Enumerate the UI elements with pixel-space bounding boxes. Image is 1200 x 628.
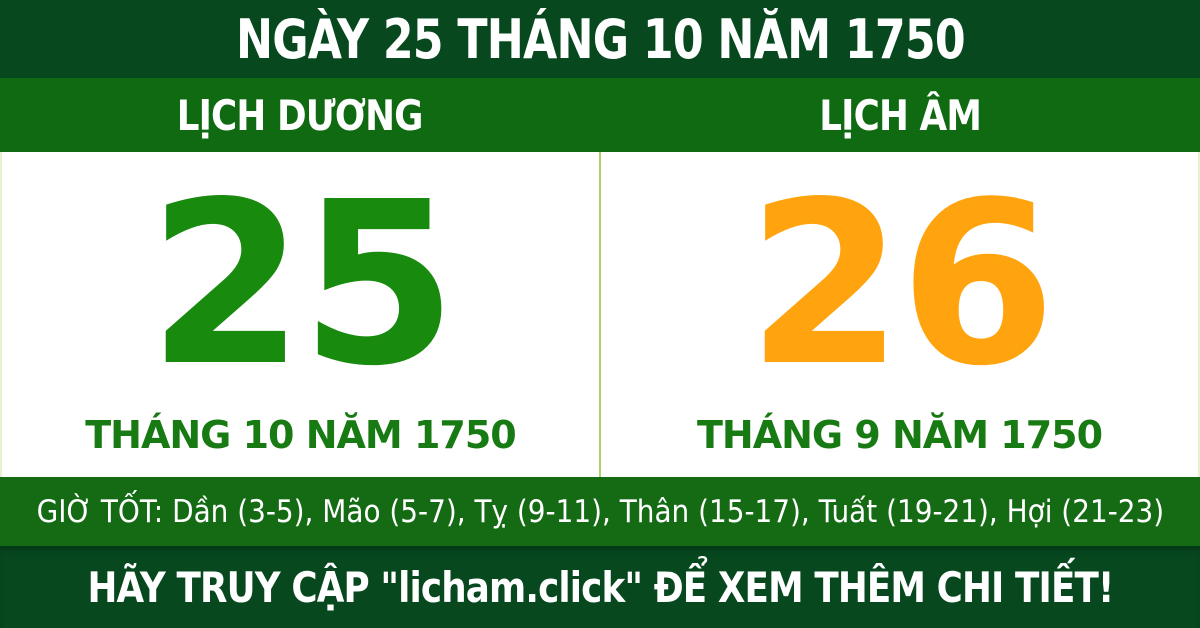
solar-day-number: 25 — [147, 154, 457, 416]
solar-heading-cell: LỊCH DƯƠNG — [0, 78, 600, 152]
page-title: NGÀY 25 THÁNG 10 NĂM 1750 — [235, 7, 966, 71]
calendar-body: 25 THÁNG 10 NĂM 1750 26 THÁNG 9 NĂM 1750 — [0, 152, 1200, 477]
solar-panel: 25 THÁNG 10 NĂM 1750 — [2, 152, 599, 477]
footer-bar: HÃY TRUY CẬP "licham.click" ĐỂ XEM THÊM … — [0, 546, 1200, 628]
calendar-divider — [599, 152, 601, 477]
lunar-month-year: THÁNG 9 NĂM 1750 — [696, 413, 1103, 457]
lunar-day-number: 26 — [746, 154, 1056, 416]
good-hours-text: GIỜ TỐT: Dần (3-5), Mão (5-7), Tỵ (9-11)… — [36, 493, 1164, 530]
footer-text: HÃY TRUY CẬP "licham.click" ĐỂ XEM THÊM … — [87, 562, 1114, 612]
solar-month-year: THÁNG 10 NĂM 1750 — [85, 413, 516, 457]
lunar-panel: 26 THÁNG 9 NĂM 1750 — [601, 152, 1198, 477]
calendar-type-bar: LỊCH DƯƠNG LỊCH ÂM — [0, 78, 1200, 152]
lunar-heading-cell: LỊCH ÂM — [600, 78, 1200, 152]
solar-calendar-heading: LỊCH DƯƠNG — [177, 90, 424, 140]
lunar-calendar-heading: LỊCH ÂM — [819, 90, 982, 140]
good-hours-bar: GIỜ TỐT: Dần (3-5), Mão (5-7), Tỵ (9-11)… — [0, 477, 1200, 546]
header-bar: NGÀY 25 THÁNG 10 NĂM 1750 — [0, 0, 1200, 78]
